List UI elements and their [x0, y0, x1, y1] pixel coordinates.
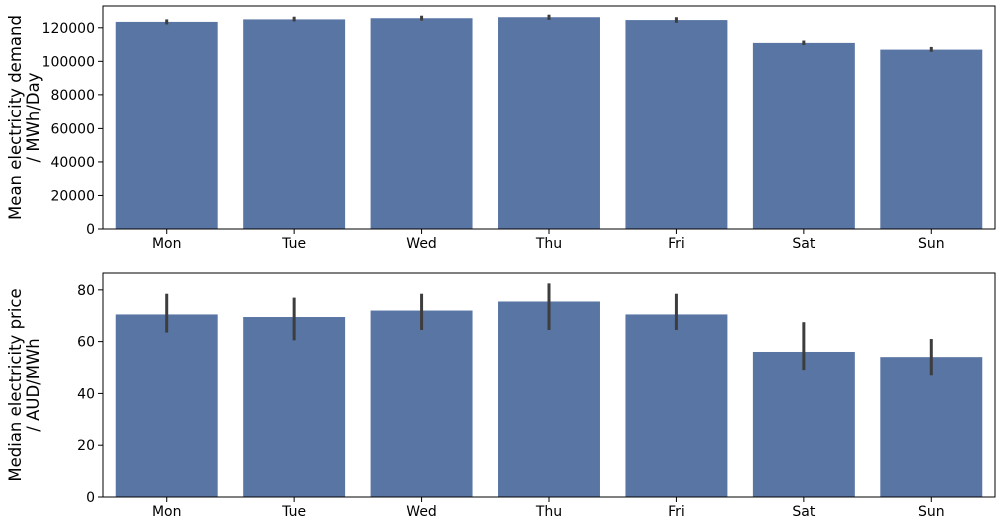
price-chart-bar-sat: [752, 351, 855, 497]
price-chart-ylabel-line-2: / AUD/MWh: [24, 338, 43, 431]
demand-chart: 0 20000 40000 60000 80000 100000 120000 Mon Tue…: [6, 5, 996, 252]
demand-chart-x-tick-label-mon: Mon: [152, 236, 182, 252]
price-chart-x-tick-label-sat: Sat: [792, 504, 815, 520]
price-chart-ylabel-line-1: Median electricity price: [6, 288, 25, 481]
demand-chart-bar-fri: [625, 20, 728, 229]
price-chart: 0 20 40 60 80 Mon Tue Wed Thu Fri Sat Sun Median e…: [6, 272, 996, 520]
price-chart-y-tick-label: 80: [77, 283, 95, 299]
price-chart-y-tick-label: 0: [86, 490, 95, 506]
demand-chart-bar-tue: [243, 19, 346, 230]
price-chart-bar-tue: [243, 317, 346, 497]
price-chart-bar-wed: [370, 310, 473, 497]
demand-chart-y-tick-label: 120000: [42, 21, 95, 37]
price-chart-x-tick-label-sun: Sun: [918, 504, 945, 520]
price-chart-bar-mon: [115, 314, 218, 497]
price-chart-y-tick-label: 40: [77, 386, 95, 402]
demand-chart-bar-sat: [752, 42, 855, 229]
demand-chart-bar-mon: [115, 21, 218, 229]
demand-chart-x-tick-label-thu: Thu: [535, 236, 562, 252]
price-chart-x-tick-label-fri: Fri: [668, 504, 685, 520]
price-chart-x-tick-label-mon: Mon: [152, 504, 182, 520]
demand-chart-error-bars: [165, 14, 933, 52]
demand-chart-bar-thu: [498, 17, 600, 229]
price-chart-x-ticks: Mon Tue Wed Thu Fri Sat Sun: [152, 497, 945, 520]
demand-chart-y-tick-label: 60000: [50, 121, 95, 137]
demand-chart-y-tick-label: 20000: [50, 188, 95, 204]
demand-chart-ylabel-line-1: Mean electricity demand: [6, 15, 25, 220]
demand-chart-bar-wed: [370, 18, 473, 229]
demand-chart-x-tick-label-wed: Wed: [406, 236, 437, 252]
price-chart-x-tick-label-thu: Thu: [535, 504, 562, 520]
price-chart-bar-sun: [880, 357, 983, 497]
demand-chart-ylabel-line-2: / MWh/Day: [24, 72, 43, 162]
demand-chart-y-tick-label: 40000: [50, 155, 95, 171]
price-chart-bars: [115, 301, 983, 497]
price-chart-y-ticks: 0 20 40 60 80: [77, 283, 103, 506]
price-chart-y-tick-label: 20: [77, 438, 95, 454]
demand-chart-y-tick-label: 80000: [50, 88, 95, 104]
demand-chart-bars: [115, 17, 983, 230]
price-chart-x-tick-label-tue: Tue: [281, 504, 306, 520]
demand-chart-y-ticks: 0 20000 40000 60000 80000 100000 120000: [42, 21, 103, 238]
demand-chart-x-tick-label-tue: Tue: [281, 236, 306, 252]
demand-chart-x-tick-label-sun: Sun: [918, 236, 945, 252]
demand-chart-y-tick-label: 0: [86, 222, 95, 238]
price-chart-error-bars: [165, 283, 933, 376]
price-chart-bar-thu: [498, 301, 600, 497]
price-chart-x-tick-label-wed: Wed: [406, 504, 437, 520]
demand-chart-y-tick-label: 100000: [42, 54, 95, 70]
demand-chart-x-tick-label-fri: Fri: [668, 236, 685, 252]
price-chart-y-tick-label: 60: [77, 335, 95, 351]
price-chart-bar-fri: [625, 314, 728, 497]
demand-chart-x-ticks: Mon Tue Wed Thu Fri Sat Sun: [152, 229, 945, 252]
demand-chart-x-tick-label-sat: Sat: [792, 236, 815, 252]
demand-chart-bar-sun: [880, 49, 983, 229]
